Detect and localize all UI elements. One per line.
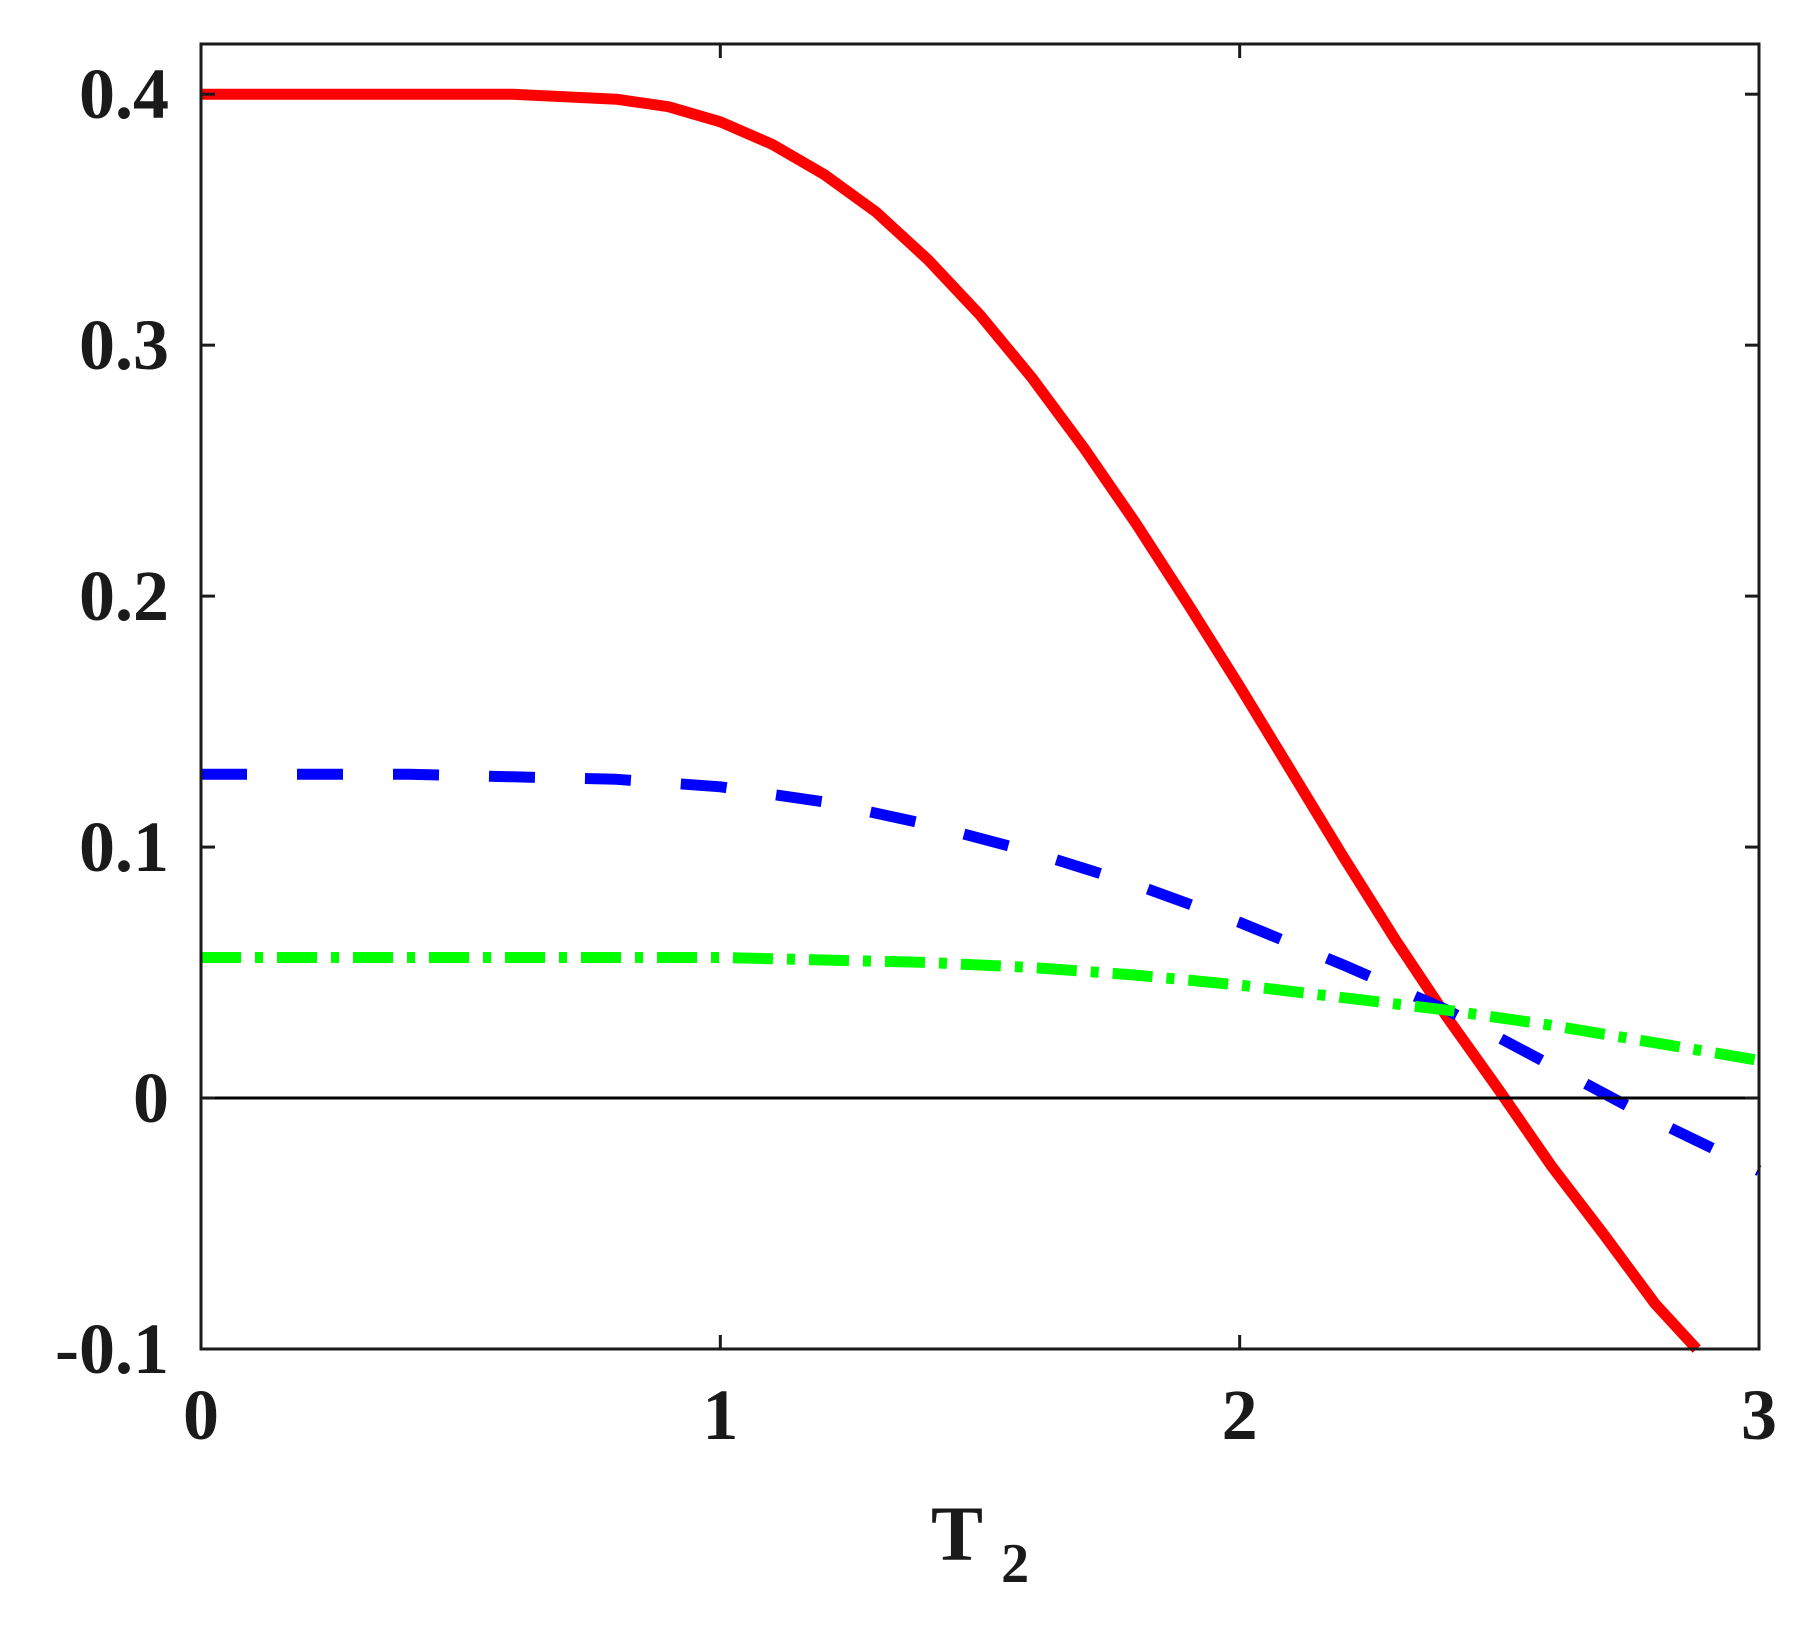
x-tick-label: 2 [1222,1375,1258,1455]
x-axis-title-main: T [931,1490,982,1577]
x-tick-label: 3 [1741,1375,1777,1455]
tick-layer: 0 1 2 3-0.100.10.20.30.4 [55,44,1777,1455]
y-tick-label: 0.1 [79,807,169,887]
y-tick-label: 0 [133,1058,169,1138]
y-tick-label: 0.4 [79,54,169,134]
series-line-3 [201,952,1760,1066]
x-tick-label: 1 [702,1375,738,1455]
x-axis-title: T 2 [931,1490,1029,1595]
x-tick-label: 0 [183,1375,219,1455]
series-line-1 [201,88,1701,1353]
x-axis-title-subscript: 2 [1001,1533,1029,1595]
plot-frame [199,42,1761,1351]
y-tick-label: -0.1 [55,1309,169,1389]
series-line-2 [201,768,1762,1176]
series-layer [201,88,1762,1353]
y-tick-label: 0.3 [79,305,169,385]
y-tick-label: 0.2 [79,556,169,636]
